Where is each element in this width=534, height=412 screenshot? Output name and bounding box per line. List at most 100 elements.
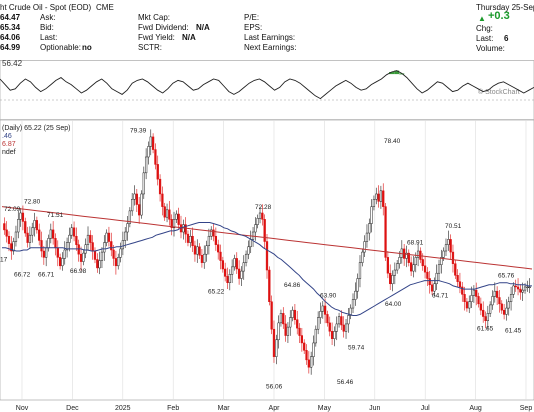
candle-body <box>349 307 352 316</box>
candle-body <box>19 212 22 220</box>
candle-body <box>84 244 87 254</box>
candle-body <box>247 246 250 255</box>
candle-body <box>105 232 108 243</box>
candle-body <box>254 224 257 233</box>
candle-body <box>110 241 113 251</box>
candle-body <box>368 223 371 234</box>
candle-body <box>317 317 320 330</box>
candle-body <box>289 317 292 328</box>
candle-body <box>126 223 129 233</box>
candle-body <box>168 209 171 220</box>
pe-label: P/E: <box>244 13 260 22</box>
candle-body <box>405 252 408 259</box>
price-annotation-label: 61.65 <box>477 325 494 332</box>
candle-body <box>423 265 427 273</box>
candle-body <box>484 316 487 322</box>
candle-body <box>321 305 324 312</box>
volume-label: Volume: <box>476 44 505 53</box>
candle-body <box>465 301 469 309</box>
chart-title: ht Crude Oil - Spot (EOD) <box>0 3 92 12</box>
price-annotation-label: 63.90 <box>320 293 337 300</box>
eps-label: EPS: <box>244 23 263 32</box>
candle-body <box>526 286 529 288</box>
candle-body <box>114 258 118 267</box>
candle-body <box>249 239 252 248</box>
price-annotation-label: 59.74 <box>348 344 365 351</box>
price-annotation-label: 64.86 <box>284 282 301 289</box>
x-tick-label: Mar <box>218 405 231 412</box>
candle-body <box>482 309 485 317</box>
candle-body <box>286 326 290 336</box>
candle-body <box>407 252 410 263</box>
candle-body <box>377 193 380 202</box>
oscillator-panel: 56.42 © StockChart <box>0 60 534 120</box>
candle-body <box>268 269 271 302</box>
candle-body <box>428 278 431 286</box>
candle-body <box>240 270 243 279</box>
candle-body <box>386 257 390 274</box>
candle-body <box>365 232 369 242</box>
candle-body <box>151 136 155 150</box>
candle-body <box>447 239 450 245</box>
ask-label: Ask: <box>40 13 56 22</box>
candle-body <box>421 259 424 267</box>
candle-body <box>244 253 248 263</box>
candle-body <box>230 266 234 275</box>
last-earnings-label: Last Earnings: <box>244 33 296 42</box>
candle-body <box>214 235 217 245</box>
candle-body <box>233 258 236 268</box>
candle-body <box>337 316 341 325</box>
candle-body <box>279 313 283 324</box>
candle-body <box>142 172 145 195</box>
change-value: +0.3 <box>488 10 510 22</box>
fwd-div-label: Fwd Dividend: <box>138 23 189 32</box>
candle-body <box>470 295 473 302</box>
candle-body <box>493 290 496 297</box>
ma50-line <box>2 222 532 316</box>
candle-body <box>435 272 438 285</box>
candle-body <box>26 232 29 243</box>
oscillator-peak-fill <box>394 70 400 75</box>
candle-body <box>96 259 99 269</box>
candle-body <box>389 272 392 285</box>
candle-body <box>521 289 524 293</box>
candle-body <box>140 193 143 216</box>
candle-body <box>502 309 506 315</box>
x-tick-label: Apr <box>269 405 281 412</box>
candle-body <box>449 239 452 253</box>
candle-body <box>72 227 76 237</box>
oscillator-value-label: 56.42 <box>2 60 23 68</box>
candle-body <box>107 232 111 242</box>
candle-body <box>54 238 57 249</box>
candle-body <box>270 301 273 330</box>
candle-body <box>330 331 334 339</box>
candle-body <box>163 206 166 218</box>
candle-body <box>361 251 364 263</box>
candle-body <box>119 248 122 258</box>
legend-line-3: 6.87 <box>2 141 16 148</box>
last-label-right: Last: <box>476 34 494 43</box>
candle-body <box>200 254 204 263</box>
candle-body <box>430 284 434 292</box>
candle-body <box>528 286 531 288</box>
candle-body <box>219 251 222 261</box>
legend-line-1: (Daily) 65.22 (25 Sep) <box>2 125 70 132</box>
candle-body <box>293 309 297 320</box>
candle-body <box>523 286 527 291</box>
legend-line-2: .46 <box>2 133 12 140</box>
candle-body <box>440 257 443 266</box>
x-tick-label: 2025 <box>115 405 131 412</box>
oscillator-peak-fill <box>389 72 395 75</box>
candle-body <box>212 229 215 237</box>
candle-body <box>45 247 48 258</box>
candle-body <box>38 229 41 241</box>
candle-body <box>335 323 338 332</box>
candle-body <box>468 301 471 309</box>
candle-body <box>154 149 157 165</box>
candle-body <box>131 198 134 212</box>
candle-body <box>516 286 520 290</box>
candle-body <box>12 241 15 252</box>
candle-body <box>91 242 94 252</box>
candle-body <box>75 235 78 245</box>
